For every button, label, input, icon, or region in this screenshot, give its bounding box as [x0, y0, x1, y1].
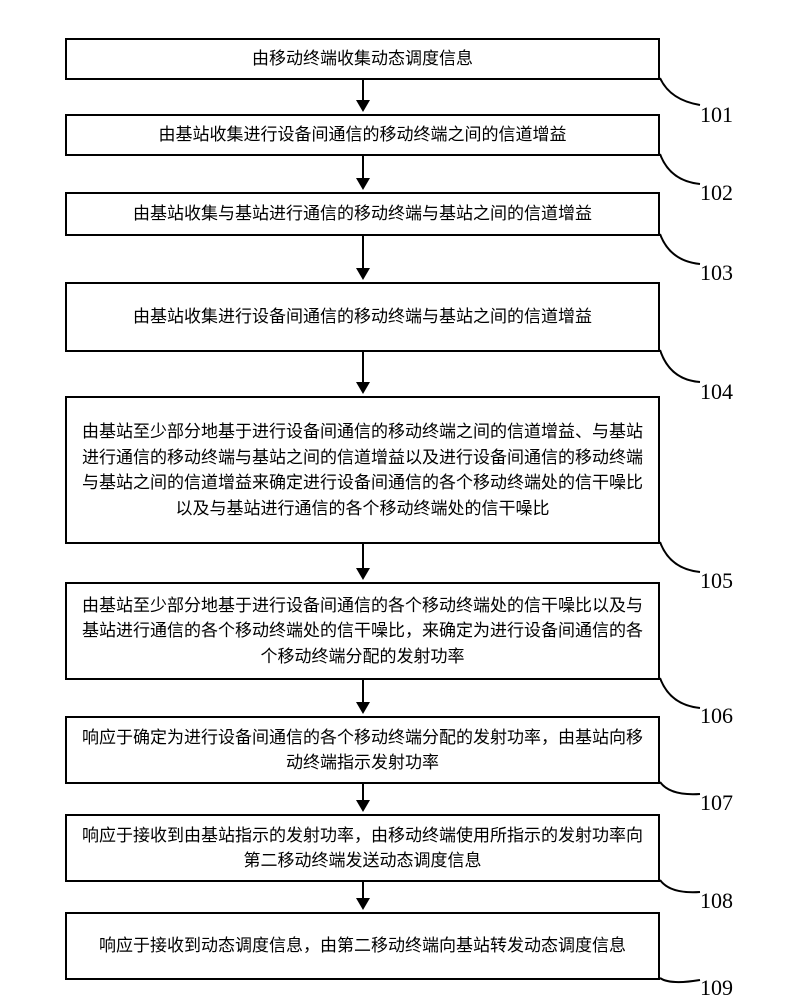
- node-text: 响应于接收到由基站指示的发射功率，由移动终端使用所指示的发射功率向第二移动终端发…: [79, 823, 646, 874]
- flowchart-node-5: 由基站至少部分地基于进行设备间通信的移动终端之间的信道增益、与基站进行通信的移动…: [65, 396, 660, 544]
- flowchart-node-8: 响应于接收到由基站指示的发射功率，由移动终端使用所指示的发射功率向第二移动终端发…: [65, 814, 660, 882]
- node-label-3: 103: [700, 260, 733, 286]
- flowchart-node-9: 响应于接收到动态调度信息，由第二移动终端向基站转发动态调度信息: [65, 912, 660, 980]
- arrow-6-7: [362, 680, 364, 712]
- flowchart-container: 由移动终端收集动态调度信息 由基站收集进行设备间通信的移动终端之间的信道增益 由…: [0, 20, 790, 980]
- flowchart-node-2: 由基站收集进行设备间通信的移动终端之间的信道增益: [65, 114, 660, 156]
- node-text: 由基站至少部分地基于进行设备间通信的各个移动终端处的信干噪比以及与基站进行通信的…: [79, 593, 646, 670]
- node-text: 由基站收集进行设备间通信的移动终端之间的信道增益: [159, 122, 567, 148]
- arrow-3-4: [362, 236, 364, 278]
- flowchart-node-1: 由移动终端收集动态调度信息: [65, 38, 660, 80]
- node-label-4: 104: [700, 379, 733, 405]
- node-label-2: 102: [700, 180, 733, 206]
- node-text: 由基站至少部分地基于进行设备间通信的移动终端之间的信道增益、与基站进行通信的移动…: [79, 419, 646, 521]
- node-text: 由基站收集进行设备间通信的移动终端与基站之间的信道增益: [133, 304, 592, 330]
- arrow-1-2: [362, 80, 364, 110]
- node-label-8: 108: [700, 888, 733, 914]
- node-text: 由基站收集与基站进行通信的移动终端与基站之间的信道增益: [133, 201, 592, 227]
- node-text: 由移动终端收集动态调度信息: [252, 46, 473, 72]
- arrow-2-3: [362, 156, 364, 188]
- node-label-6: 106: [700, 703, 733, 729]
- node-text: 响应于确定为进行设备间通信的各个移动终端分配的发射功率，由基站向移动终端指示发射…: [79, 725, 646, 776]
- flowchart-node-7: 响应于确定为进行设备间通信的各个移动终端分配的发射功率，由基站向移动终端指示发射…: [65, 716, 660, 784]
- node-label-9: 109: [700, 975, 733, 1001]
- flowchart-node-6: 由基站至少部分地基于进行设备间通信的各个移动终端处的信干噪比以及与基站进行通信的…: [65, 582, 660, 680]
- arrow-8-9: [362, 882, 364, 908]
- node-text: 响应于接收到动态调度信息，由第二移动终端向基站转发动态调度信息: [99, 933, 626, 959]
- node-label-5: 105: [700, 568, 733, 594]
- flowchart-node-4: 由基站收集进行设备间通信的移动终端与基站之间的信道增益: [65, 282, 660, 352]
- arrow-7-8: [362, 784, 364, 810]
- flowchart-node-3: 由基站收集与基站进行通信的移动终端与基站之间的信道增益: [65, 192, 660, 236]
- arrow-4-5: [362, 352, 364, 392]
- arrow-5-6: [362, 544, 364, 578]
- node-label-7: 107: [700, 790, 733, 816]
- node-label-1: 101: [700, 102, 733, 128]
